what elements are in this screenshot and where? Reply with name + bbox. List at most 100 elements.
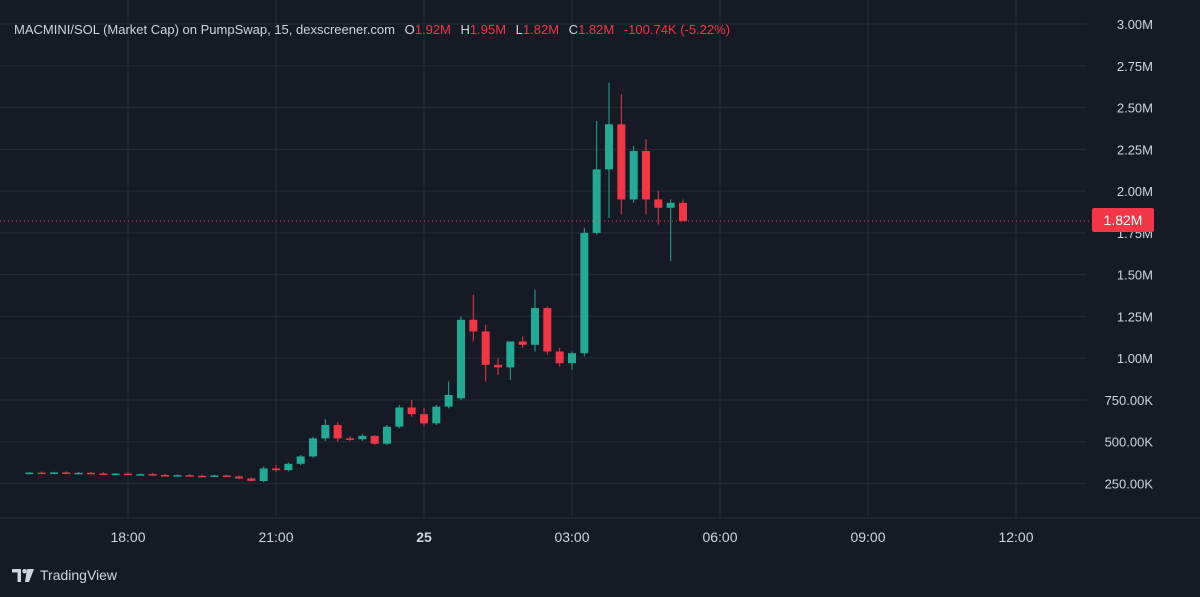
- candle-body: [555, 351, 564, 364]
- price-tick-label: 3.00M: [1117, 17, 1153, 32]
- candle-down: [420, 408, 428, 427]
- candle-down: [642, 139, 650, 215]
- candle-body: [37, 472, 46, 475]
- candle-body: [284, 463, 293, 471]
- candle-down: [185, 474, 194, 477]
- price-tick-label: 500.00K: [1105, 435, 1154, 450]
- candle-down: [148, 473, 157, 476]
- time-tick-label: 06:00: [702, 529, 737, 545]
- candle-body: [161, 474, 169, 477]
- candle-body: [50, 472, 58, 474]
- candle-body: [666, 202, 675, 208]
- time-tick-label: 03:00: [554, 529, 589, 545]
- candle-up: [432, 404, 441, 426]
- candle-down: [555, 348, 564, 367]
- candle-down: [87, 471, 95, 475]
- time-tick-label: 21:00: [258, 529, 293, 545]
- price-tick-label: 2.00M: [1117, 184, 1153, 199]
- price-axis[interactable]: 250.00K500.00K750.00K1.00M1.25M1.50M1.75…: [1105, 17, 1154, 492]
- candle-up: [136, 473, 145, 476]
- candle-body: [358, 435, 367, 440]
- candle-body: [99, 473, 108, 475]
- candle-body: [309, 438, 317, 457]
- tradingview-logo[interactable]: TradingView: [12, 567, 117, 583]
- candle-down: [679, 199, 687, 222]
- candle-body: [629, 150, 638, 200]
- low-key: L: [515, 22, 523, 37]
- price-tick-label: 1.25M: [1117, 309, 1153, 324]
- candle-down: [494, 358, 502, 375]
- candle-body: [272, 468, 280, 471]
- time-tick-label: 18:00: [110, 529, 145, 545]
- candle-up: [259, 466, 268, 483]
- candle-body: [259, 468, 268, 481]
- candle-down: [617, 94, 626, 215]
- candle-down: [518, 336, 527, 349]
- candle-body: [494, 364, 502, 368]
- time-tick-label: 09:00: [850, 529, 885, 545]
- tradingview-label: TradingView: [40, 567, 118, 583]
- candle-body: [383, 426, 391, 444]
- candle-body: [531, 308, 539, 345]
- candle-up: [50, 471, 58, 475]
- candle-body: [580, 232, 589, 354]
- candle-body: [432, 406, 441, 424]
- price-tick-label: 250.00K: [1105, 477, 1154, 492]
- candle-body: [654, 199, 663, 208]
- close-key: C: [568, 22, 579, 37]
- candle-body: [407, 407, 416, 415]
- candle-body: [124, 473, 132, 476]
- candle-down: [481, 324, 490, 382]
- high-value: 1.95M: [469, 22, 507, 37]
- candle-body: [235, 476, 243, 479]
- low-value: 1.82M: [522, 22, 560, 37]
- candle-body: [568, 353, 576, 364]
- candle-down: [198, 474, 206, 478]
- candle-body: [481, 331, 490, 365]
- candle-body: [370, 435, 379, 444]
- open-value: 1.92M: [414, 22, 451, 37]
- candle-body: [395, 407, 404, 427]
- candle-down: [161, 473, 169, 477]
- candle-up: [210, 474, 219, 477]
- candle-body: [592, 169, 601, 233]
- tradingview-logo-icon: [12, 568, 34, 582]
- candle-down: [272, 465, 280, 472]
- candle-body: [679, 202, 687, 222]
- candle-up: [531, 289, 539, 352]
- candle-body: [543, 308, 552, 352]
- price-tick-label: 2.50M: [1117, 101, 1153, 116]
- candle-body: [642, 150, 650, 200]
- candle-body: [198, 475, 206, 478]
- close-value: 1.82M: [578, 22, 615, 37]
- price-tick-label: 750.00K: [1105, 393, 1154, 408]
- candle-body: [605, 124, 613, 170]
- candle-body: [333, 425, 342, 439]
- candle-down: [247, 477, 256, 482]
- candle-body: [346, 438, 354, 440]
- candle-down: [654, 191, 663, 225]
- symbol-title: MACMINI/SOL (Market Cap) on PumpSwap, 15…: [14, 22, 395, 37]
- price-tick-label: 1.50M: [1117, 268, 1153, 283]
- price-tick-label: 2.25M: [1117, 142, 1153, 157]
- candles: [25, 82, 687, 483]
- candle-body: [62, 472, 71, 474]
- candle-body: [617, 124, 626, 200]
- candle-up: [457, 316, 465, 400]
- chart-legend: MACMINI/SOL (Market Cap) on PumpSwap, 15…: [14, 22, 730, 37]
- candle-body: [173, 475, 182, 477]
- candle-up: [580, 227, 589, 357]
- candle-down: [469, 294, 478, 342]
- candle-up: [74, 472, 83, 475]
- candle-up: [358, 434, 367, 441]
- change-value: -100.74K (-5.22%): [623, 22, 731, 37]
- price-tick-label: 2.75M: [1117, 59, 1153, 74]
- candle-down: [124, 472, 132, 476]
- candle-up: [173, 474, 182, 477]
- time-axis[interactable]: 18:00 21:00 25 03:00 06:00 09:00 12:00: [110, 529, 1033, 545]
- candle-up: [506, 341, 515, 380]
- candle-body: [420, 414, 428, 424]
- candle-up: [666, 199, 675, 262]
- candle-down: [346, 436, 354, 441]
